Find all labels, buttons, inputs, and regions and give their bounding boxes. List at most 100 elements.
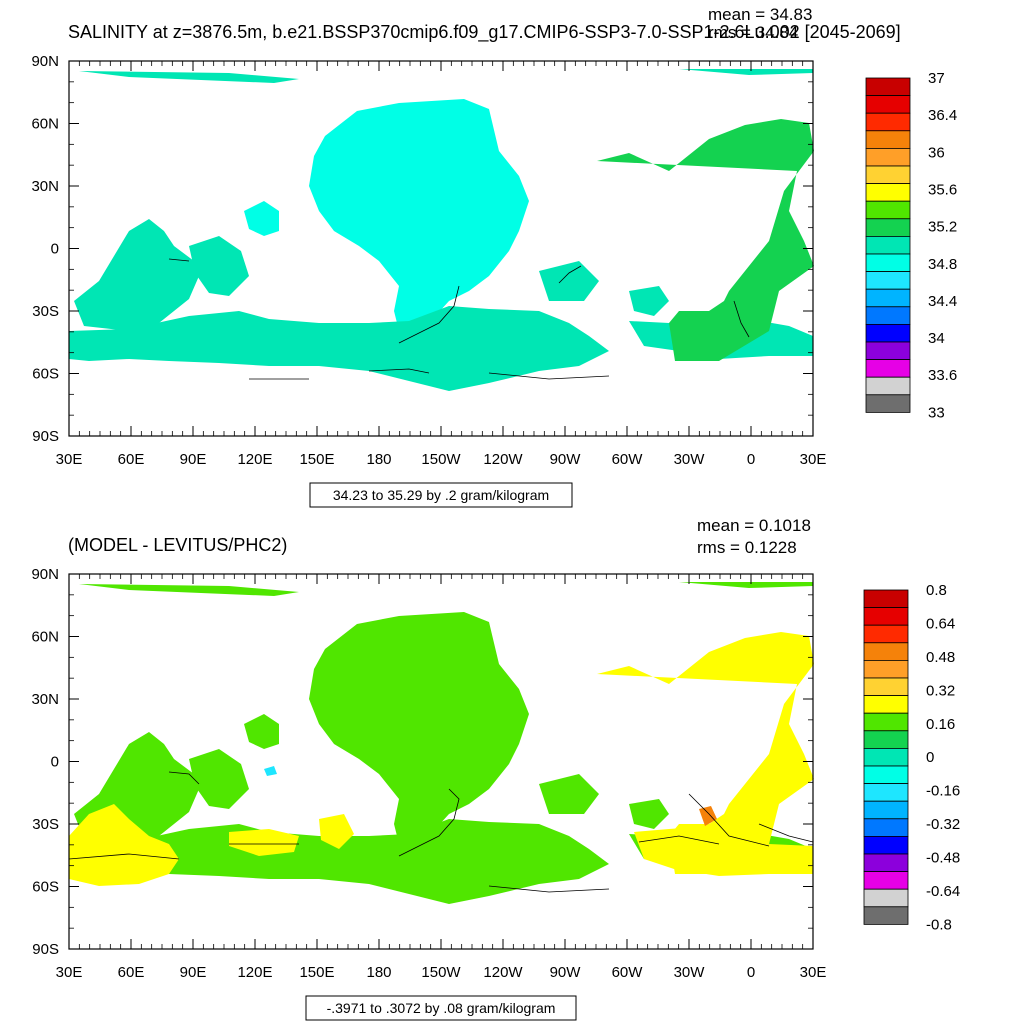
colorbar-swatch xyxy=(863,660,909,679)
colorbar-swatch xyxy=(863,695,909,714)
x-tick-label: 90W xyxy=(550,451,582,468)
colorbar-label: 35.6 xyxy=(928,181,957,198)
colorbar-label: 36 xyxy=(928,144,945,161)
x-tick-label: 30E xyxy=(800,451,827,468)
colorbar-swatch xyxy=(865,271,911,290)
x-tick-label: 180 xyxy=(366,451,391,468)
colorbar-swatch xyxy=(863,765,909,785)
bottom-panel: (MODEL - LEVITUS/PHC2) mean = 0.1018 rms… xyxy=(31,516,960,1021)
region-positive-south-indian xyxy=(229,829,299,856)
colorbar-label: 0.64 xyxy=(926,615,955,632)
colorbar-swatch xyxy=(865,218,911,237)
stat-rms: rms = 0.1228 xyxy=(697,538,797,557)
colorbar-label: 33.6 xyxy=(928,367,957,384)
colorbar-label: -0.16 xyxy=(926,783,960,800)
colorbar-label: 34 xyxy=(928,330,945,347)
colorbar-swatch xyxy=(865,288,911,308)
contour-lines xyxy=(168,258,750,380)
contour-lines xyxy=(68,771,814,893)
colorbar-swatch xyxy=(863,624,909,644)
colorbar-label: 34.8 xyxy=(928,256,957,273)
colorbar-label: -0.48 xyxy=(926,850,960,867)
plot-area: 30E 60E 90E 120E 150E 180 150W 120W 90W 60W 30W 0 30… xyxy=(31,53,826,468)
region-positive-south-atlantic xyxy=(634,826,813,876)
colorbar-label: 0.48 xyxy=(926,649,955,666)
plot-area: 30E 60E 90E 120E 150E 180 150W 120W 90W 60W 30W 0 30… xyxy=(31,566,826,981)
colorbar-swatch xyxy=(865,359,911,378)
chart-title: (MODEL - LEVITUS/PHC2) xyxy=(68,535,287,555)
colorbar-swatch xyxy=(863,712,909,732)
x-tick-label: 30E xyxy=(56,451,83,468)
y-tick-label: 60N xyxy=(31,116,59,133)
axes: 30E 60E 90E 120E 150E 180 150W 120W 90W 60W 30W 0 30… xyxy=(31,53,826,468)
axes: 30E 60E 90E 120E 150E 180 150W 120W 90W 60W 30W 0 30… xyxy=(31,566,826,981)
chart-title: SALINITY at z=3876.5m, b.e21.BSSP370cmip… xyxy=(68,22,901,43)
colorbar-swatch xyxy=(863,888,909,908)
region-positive-indian xyxy=(69,804,179,886)
colorbar-swatch xyxy=(863,748,909,767)
colorbar-label: 0.32 xyxy=(926,682,955,699)
y-tick-label: 30N xyxy=(31,691,59,708)
y-tick-label: 90S xyxy=(32,428,59,445)
units-label-box xyxy=(309,482,573,508)
top-panel: SALINITY at z=3876.5m, b.e21.BSSP370cmip… xyxy=(31,5,957,508)
colorbar-swatch xyxy=(863,677,909,697)
y-tick-label: 90N xyxy=(31,53,59,70)
stat-mean: mean = 0.1018 xyxy=(697,516,811,535)
colorbar-label: 0.8 xyxy=(926,582,947,599)
colorbar-swatch xyxy=(865,341,911,361)
x-tick-label: 30E xyxy=(800,964,827,981)
colorbar-swatch xyxy=(865,235,911,255)
units-label: 34.23 to 35.29 by .2 gram/kilogram xyxy=(333,487,549,503)
region-negative-dot xyxy=(264,766,277,776)
x-tick-label: 120W xyxy=(483,451,523,468)
colorbar-label: -0.32 xyxy=(926,816,960,833)
x-tick-label: 30W xyxy=(674,964,706,981)
colorbar-swatch xyxy=(865,253,911,273)
y-tick-label: 0 xyxy=(51,754,59,771)
colorbar-swatch xyxy=(865,95,911,114)
x-tick-label: 90E xyxy=(180,964,207,981)
colorbar-swatch xyxy=(865,394,911,413)
colorbar-swatch xyxy=(865,376,911,396)
colorbar-swatch xyxy=(863,836,909,855)
colorbar-label: 0.16 xyxy=(926,716,955,733)
colorbar-label: 34.4 xyxy=(928,293,957,310)
x-tick-label: 150W xyxy=(421,451,461,468)
y-tick-label: 30S xyxy=(32,303,59,320)
ocean-field xyxy=(69,582,814,904)
units-label: -.3971 to .3072 by .08 gram/kilogram xyxy=(327,1000,556,1016)
colorbar-swatch xyxy=(865,200,911,220)
x-tick-label: 90E xyxy=(180,451,207,468)
colorbar-label: -0.8 xyxy=(926,916,952,933)
colorbar-swatch xyxy=(865,165,911,185)
x-tick-label: 60W xyxy=(612,451,644,468)
stat-rms: rms = 34.84 xyxy=(708,23,798,42)
x-tick-label: 60W xyxy=(612,964,644,981)
colorbar-swatch xyxy=(863,800,909,820)
colorbar-swatch xyxy=(865,112,911,132)
region-positive-atl-1 xyxy=(699,806,717,826)
units-label-box xyxy=(305,995,577,1021)
colorbar-label: 36.4 xyxy=(928,107,957,124)
colorbar-label: 33 xyxy=(928,404,945,421)
stat-mean: mean = 34.83 xyxy=(708,5,812,24)
x-tick-label: 0 xyxy=(747,964,755,981)
colorbar-swatch xyxy=(863,589,909,609)
region-positive-pacific-south xyxy=(319,814,354,849)
x-tick-label: 0 xyxy=(747,451,755,468)
x-tick-label: 120W xyxy=(483,964,523,981)
x-tick-label: 120E xyxy=(237,964,272,981)
y-tick-label: 60S xyxy=(32,366,59,383)
colorbar-swatch xyxy=(865,183,911,202)
colorbar-swatch xyxy=(865,130,911,149)
x-tick-label: 150W xyxy=(421,964,461,981)
y-tick-label: 0 xyxy=(51,241,59,258)
colorbar-swatch xyxy=(863,906,909,925)
colorbar-label: 37 xyxy=(928,70,945,87)
y-tick-label: 60S xyxy=(32,879,59,896)
colorbar-label: -0.64 xyxy=(926,883,960,900)
y-tick-label: 30S xyxy=(32,816,59,833)
colorbar-swatch xyxy=(863,818,909,837)
